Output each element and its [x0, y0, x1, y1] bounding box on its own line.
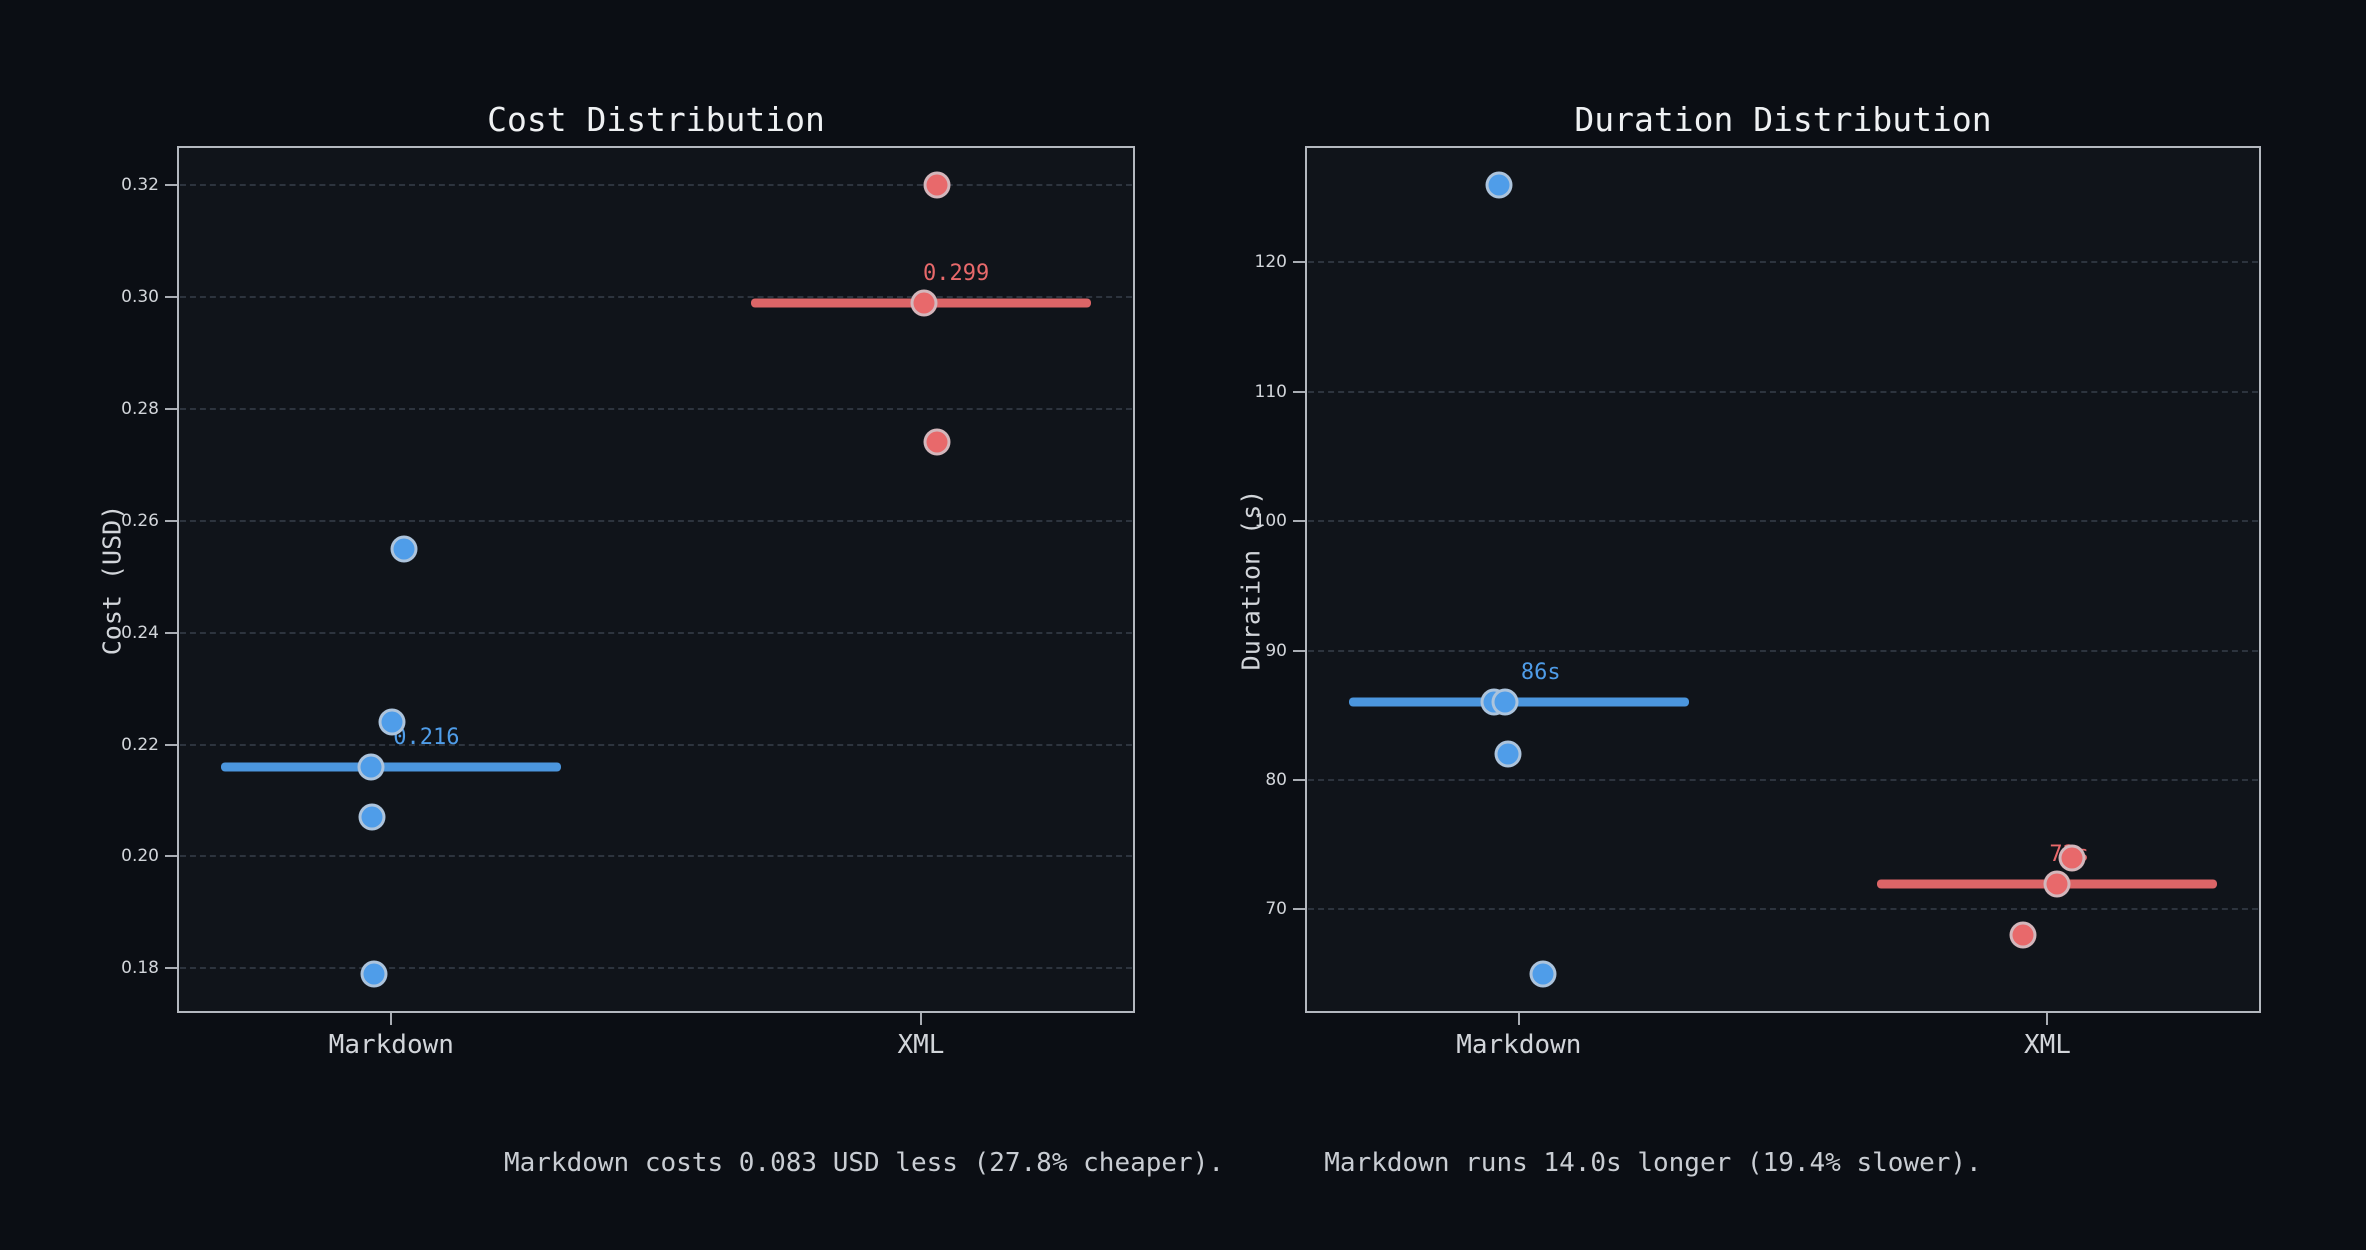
data-point-xml — [910, 289, 938, 317]
median-value-label: 0.299 — [922, 260, 990, 286]
x-category-label: Markdown — [328, 1030, 454, 1060]
y-tick-mark — [1293, 261, 1305, 264]
data-point-markdown — [1529, 960, 1557, 988]
y-tick-label: 0.22 — [121, 734, 159, 755]
y-tick-mark — [165, 184, 177, 187]
x-category-label: XML — [897, 1030, 945, 1060]
y-tick-mark — [1293, 908, 1305, 911]
data-point-markdown — [360, 960, 388, 988]
data-point-markdown — [358, 803, 386, 831]
y-tick-label: 0.20 — [121, 846, 159, 867]
x-tick-mark — [2046, 1013, 2049, 1025]
y-gridline — [1308, 390, 2258, 393]
data-point-markdown — [378, 708, 406, 736]
x-tick-mark — [919, 1013, 922, 1025]
x-category-label: XML — [2023, 1030, 2071, 1060]
y-tick-label: 100 — [1254, 511, 1287, 532]
y-gridline — [180, 967, 1132, 970]
y-gridline — [180, 631, 1132, 634]
y-tick-mark — [1293, 779, 1305, 782]
y-tick-label: 0.24 — [121, 622, 159, 643]
y-tick-label: 120 — [1254, 252, 1287, 273]
data-point-xml — [2009, 921, 2037, 949]
y-tick-mark — [165, 407, 177, 410]
median-line-markdown — [221, 762, 562, 772]
y-tick-mark — [165, 967, 177, 970]
data-point-xml — [923, 428, 951, 456]
y-tick-mark — [1293, 520, 1305, 523]
plot-area — [1305, 146, 2261, 1013]
data-point-markdown — [1485, 171, 1513, 199]
y-tick-mark — [165, 743, 177, 746]
x-tick-mark — [390, 1013, 393, 1025]
y-gridline — [1308, 649, 2258, 652]
y-tick-mark — [165, 631, 177, 634]
y-tick-mark — [1293, 649, 1305, 652]
data-point-xml — [2058, 844, 2086, 872]
data-point-xml — [923, 171, 951, 199]
y-tick-label: 90 — [1265, 640, 1287, 661]
duration-comparison-annotation: Markdown runs 14.0s longer (19.4% slower… — [1324, 1148, 1982, 1178]
y-gridline — [1308, 261, 2258, 264]
y-gridline — [180, 519, 1132, 522]
y-tick-mark — [1293, 390, 1305, 393]
plot-area — [177, 146, 1135, 1013]
median-line-markdown — [1348, 697, 1689, 707]
y-tick-mark — [165, 855, 177, 858]
data-point-markdown — [357, 753, 385, 781]
y-gridline — [180, 407, 1132, 410]
y-tick-label: 70 — [1265, 899, 1287, 920]
chart-title-cost: Cost Distribution — [487, 100, 825, 139]
y-gridline — [1308, 520, 2258, 523]
x-tick-mark — [1517, 1013, 1520, 1025]
data-point-markdown — [390, 535, 418, 563]
y-tick-label: 0.30 — [121, 287, 159, 308]
y-tick-label: 110 — [1254, 381, 1287, 402]
data-point-markdown — [1491, 688, 1519, 716]
cost-comparison-annotation: Markdown costs 0.083 USD less (27.8% che… — [503, 1148, 1225, 1178]
chart-title-duration: Duration Distribution — [1574, 100, 1992, 139]
y-tick-label: 0.18 — [121, 958, 159, 979]
y-tick-mark — [165, 519, 177, 522]
y-gridline — [1308, 779, 2258, 782]
y-gridline — [180, 184, 1132, 187]
data-point-xml — [2043, 870, 2071, 898]
y-gridline — [180, 855, 1132, 858]
y-gridline — [1308, 908, 2258, 911]
y-tick-label: 0.26 — [121, 510, 159, 531]
data-point-markdown — [1494, 740, 1522, 768]
median-value-label: 0.216 — [393, 724, 460, 750]
median-value-label: 86s — [1520, 660, 1561, 686]
y-gridline — [180, 743, 1132, 746]
x-category-label: Markdown — [1456, 1030, 1582, 1060]
y-tick-mark — [165, 296, 177, 299]
y-tick-label: 0.28 — [121, 398, 159, 419]
y-tick-label: 0.32 — [121, 175, 159, 196]
y-tick-label: 80 — [1265, 770, 1287, 791]
y-gridline — [180, 296, 1132, 299]
